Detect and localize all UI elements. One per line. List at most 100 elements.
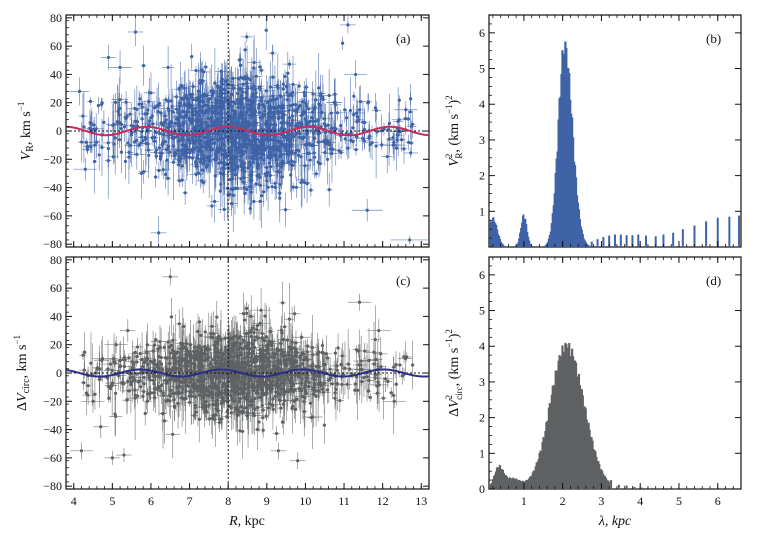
data-point — [163, 114, 167, 118]
data-point — [271, 145, 275, 149]
ytick-label: 3 — [479, 133, 485, 147]
data-point — [319, 110, 324, 114]
data-point — [302, 135, 306, 139]
data-point — [264, 28, 268, 32]
spectrum-bar — [520, 227, 522, 247]
data-point — [329, 126, 333, 131]
data-point — [190, 55, 194, 59]
scatter-layer — [69, 268, 415, 470]
data-point — [254, 95, 258, 99]
data-point — [175, 117, 179, 121]
ytick-label: −20 — [43, 152, 62, 166]
data-point — [232, 139, 236, 143]
data-point — [307, 151, 311, 156]
data-point — [249, 314, 253, 318]
data-point — [287, 62, 292, 66]
data-point — [348, 108, 352, 113]
data-point — [331, 147, 335, 151]
data-point — [270, 185, 274, 189]
data-point — [355, 115, 360, 119]
data-point — [351, 126, 355, 130]
data-point — [312, 151, 316, 155]
data-point — [408, 238, 412, 242]
data-point — [391, 136, 395, 140]
data-point — [261, 416, 265, 420]
data-point — [158, 132, 162, 136]
data-point — [138, 352, 142, 356]
data-point — [343, 137, 347, 141]
ytick-label: 2 — [479, 169, 485, 183]
data-point — [236, 77, 241, 81]
data-point — [351, 140, 355, 144]
data-point — [115, 119, 120, 124]
data-point — [190, 92, 195, 96]
spectrum-bar — [490, 220, 492, 247]
data-point — [170, 104, 174, 108]
data-point — [254, 74, 258, 78]
data-point — [94, 127, 98, 131]
data-point — [263, 172, 267, 176]
data-point — [327, 188, 331, 192]
data-point — [163, 139, 167, 144]
data-point — [146, 142, 150, 146]
spectrum-bar — [496, 229, 499, 247]
data-point — [276, 85, 280, 90]
data-point — [200, 179, 204, 183]
spectrum-bar — [516, 244, 518, 247]
data-point — [194, 135, 198, 139]
data-point — [281, 82, 286, 86]
spectrum-bar — [493, 221, 496, 247]
data-point — [200, 144, 204, 149]
data-point — [159, 121, 163, 125]
data-point — [361, 120, 365, 124]
panel-b-axes: 1 2 3 4 5 6 — [479, 14, 741, 248]
spectrum-bar — [522, 214, 525, 247]
data-point — [202, 162, 206, 166]
data-point — [295, 397, 299, 401]
data-point — [163, 172, 168, 177]
data-point — [287, 116, 292, 120]
data-point — [191, 84, 195, 89]
data-point — [385, 154, 389, 159]
data-point — [166, 106, 170, 111]
spectrum-tail-bar — [693, 225, 696, 247]
data-point — [357, 108, 361, 112]
spectrum-bar — [489, 222, 491, 247]
data-point — [322, 139, 326, 144]
data-point — [230, 104, 234, 109]
data-point — [166, 65, 170, 69]
data-point — [154, 130, 159, 135]
data-point — [365, 208, 369, 212]
data-point — [374, 144, 378, 148]
data-point — [273, 181, 277, 185]
data-point — [409, 151, 413, 155]
spectrum-tail-bar — [637, 234, 640, 247]
data-point — [260, 194, 264, 198]
data-point — [187, 116, 191, 121]
spectrum-tail-bar — [681, 229, 684, 247]
data-point — [222, 87, 227, 92]
spectrum-bar — [531, 246, 534, 247]
data-point — [245, 187, 249, 192]
data-point — [187, 155, 191, 159]
data-point — [283, 127, 287, 131]
data-point — [307, 141, 311, 146]
data-point — [255, 164, 259, 168]
data-point — [387, 121, 392, 125]
data-point — [138, 97, 142, 101]
data-point — [205, 134, 209, 138]
data-point — [313, 155, 317, 159]
data-point — [221, 172, 226, 177]
data-point — [102, 120, 106, 124]
data-point — [263, 113, 267, 117]
data-point — [154, 150, 158, 155]
data-point — [80, 140, 84, 144]
data-point — [270, 153, 274, 157]
data-point — [257, 104, 261, 108]
spectrum-bars — [489, 41, 741, 248]
data-point — [289, 144, 293, 148]
data-point — [302, 111, 306, 115]
data-point — [265, 179, 269, 183]
data-point — [279, 161, 283, 165]
data-point — [337, 148, 341, 153]
